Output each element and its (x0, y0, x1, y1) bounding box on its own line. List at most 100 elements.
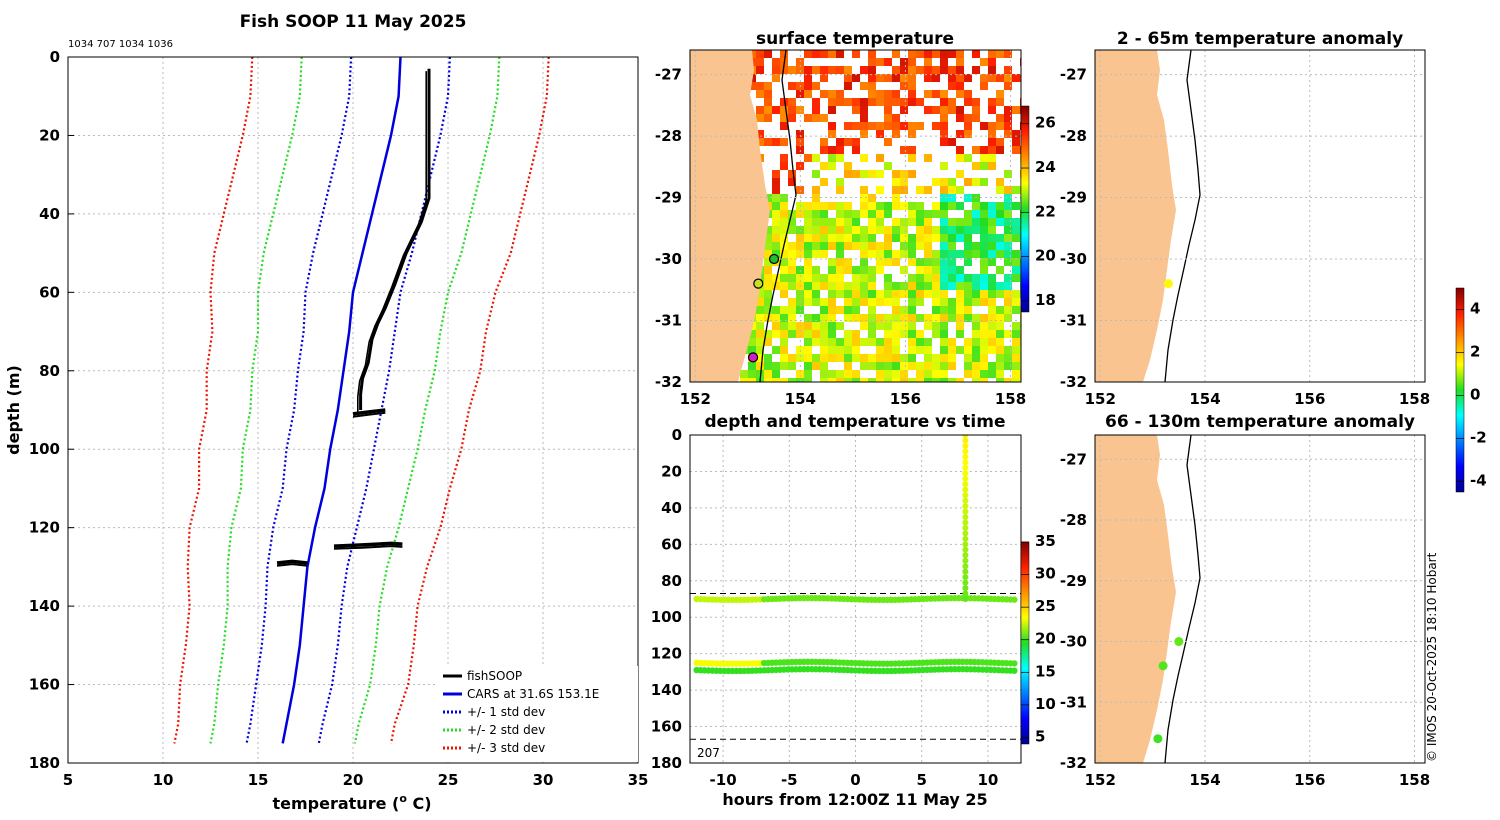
sst-cell (836, 210, 844, 218)
sst-cell (804, 226, 812, 234)
sst-cell (956, 306, 964, 314)
sst-cell (748, 330, 756, 338)
sst-cell (972, 210, 980, 218)
sst-cell (980, 330, 988, 338)
sst-cell (996, 138, 1004, 146)
sst-cell (764, 138, 772, 146)
sst-cell (868, 234, 876, 242)
sst-cell (772, 274, 780, 282)
sst-cell (804, 258, 812, 266)
sst-cell (924, 66, 932, 74)
sst-cell (964, 154, 972, 162)
sst-cell (884, 322, 892, 330)
sst-cell (884, 298, 892, 306)
sst-cell (1004, 74, 1012, 82)
sst-cell (932, 322, 940, 330)
sst-cell (972, 106, 980, 114)
sst-cell (1004, 298, 1012, 306)
sst-cell (924, 210, 932, 218)
sst-cell (820, 138, 828, 146)
sst-cell (812, 50, 820, 58)
sst-cell (924, 58, 932, 66)
sst-cell (884, 378, 892, 382)
sst-cell (788, 82, 796, 90)
sst-cell (956, 58, 964, 66)
sst-cell (820, 226, 828, 234)
sst-cell (924, 314, 932, 322)
sst-cell (772, 226, 780, 234)
sst-ticks: 152 154 156 158 -27 -28 -29 -30 -31 -32 (655, 66, 1026, 408)
sst-cell (844, 306, 852, 314)
sst-cell (868, 82, 876, 90)
anomaly-deep-ytick: -27 (1060, 450, 1087, 468)
sst-cell (980, 74, 988, 82)
profile-ytick: 160 (29, 676, 60, 694)
legend-std2: +/- 2 std dev (467, 723, 545, 737)
sst-cell (828, 154, 836, 162)
sst-cell (884, 90, 892, 98)
sst-cell (1004, 218, 1012, 226)
sst-cell (988, 74, 996, 82)
sst-cell (940, 218, 948, 226)
sst-cell (844, 282, 852, 290)
sst-cell (988, 290, 996, 298)
profile-std2-upper (353, 57, 501, 744)
timeseries-ytick: 80 (661, 572, 682, 590)
sst-cell (980, 346, 988, 354)
sst-cell (900, 282, 908, 290)
sst-cell (972, 98, 980, 106)
sst-cell (956, 186, 964, 194)
sst-cell (908, 338, 916, 346)
sst-cell (812, 322, 820, 330)
sst-colorbar-label: 22 (1035, 202, 1056, 220)
anomaly-deep-axes-box (1094, 434, 1426, 764)
legend-fish: fishSOOP (467, 669, 522, 683)
sst-cell (908, 282, 916, 290)
sst-cell (972, 378, 980, 382)
sst-cell (876, 170, 884, 178)
sst-cell (780, 314, 788, 322)
sst-cell (980, 210, 988, 218)
sst-cell (804, 378, 812, 382)
sst-cell (972, 218, 980, 226)
sst-cell (836, 98, 844, 106)
sst-cell (756, 330, 764, 338)
sst-cell (1004, 282, 1012, 290)
anomaly-shallow-points (1163, 279, 1173, 289)
sst-shelf-line (759, 50, 797, 382)
sst-cell (916, 274, 924, 282)
profile-xtick: 35 (628, 771, 649, 789)
sst-cell (972, 146, 980, 154)
sst-cell (924, 226, 932, 234)
sst-cell (868, 226, 876, 234)
sst-cell (772, 106, 780, 114)
sst-cell (900, 178, 908, 186)
sst-cell (996, 250, 1004, 258)
timeseries-xlabel: hours from 12:00Z 11 May 25 (722, 790, 987, 809)
sst-cell (1004, 234, 1012, 242)
sst-cell (916, 50, 924, 58)
sst-cell (780, 346, 788, 354)
sst-cell (748, 370, 756, 378)
sst-cell (996, 218, 1004, 226)
sst-cell (796, 250, 804, 258)
sst-cell (828, 282, 836, 290)
sst-cell (796, 290, 804, 298)
sst-cell (940, 282, 948, 290)
profile-ytick: 180 (29, 754, 60, 772)
sst-cell (932, 234, 940, 242)
profile-fish-line-up (357, 71, 427, 413)
timeseries-cast-point (962, 579, 969, 586)
sst-cell (916, 298, 924, 306)
sst-cell (844, 298, 852, 306)
sst-cell (988, 258, 996, 266)
sst-cell (852, 218, 860, 226)
sst-cell (820, 322, 828, 330)
sst-cell (796, 330, 804, 338)
sst-cell (852, 146, 860, 154)
profile-std3-lower (173, 57, 254, 744)
profile-xtick: 5 (63, 771, 73, 789)
sst-cell (956, 50, 964, 58)
sst-cell (876, 258, 884, 266)
timeseries-cast-point (962, 481, 969, 488)
